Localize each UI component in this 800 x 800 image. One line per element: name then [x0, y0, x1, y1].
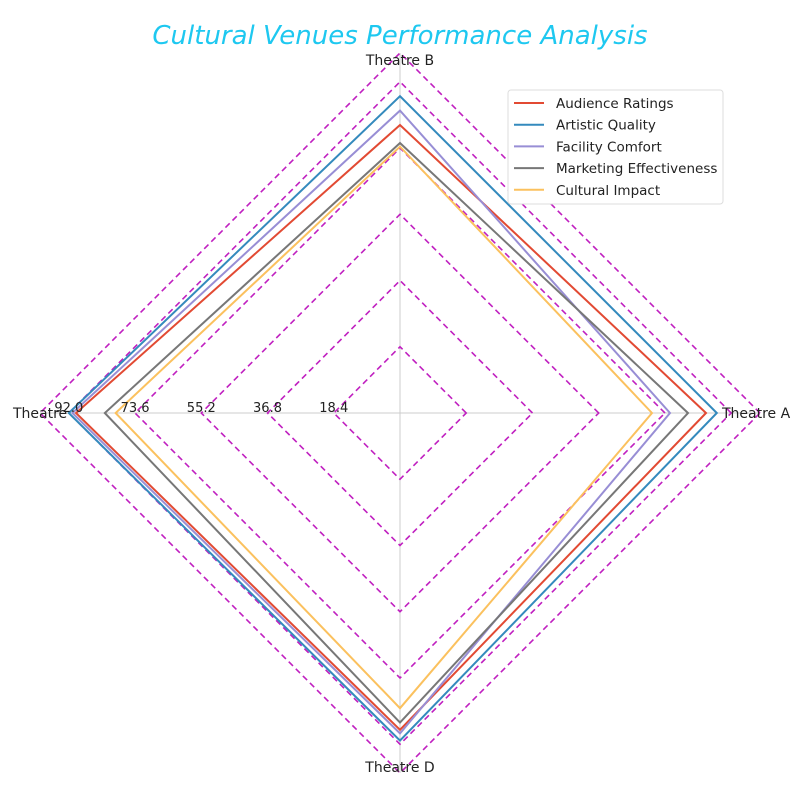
legend-frame	[507, 89, 724, 205]
legend-label-3: Facility Comfort	[556, 139, 662, 155]
chart-title: Cultural Venues Performance Analysis	[152, 21, 647, 51]
legend-label-1: Audience Ratings	[556, 96, 674, 112]
legend-label-2: Artistic Quality	[556, 118, 656, 134]
tick-label-4: 73.6	[121, 401, 150, 416]
series-line-5	[114, 145, 654, 710]
radar-spokes	[40, 53, 760, 773]
tick-label-5: 92.0	[54, 401, 83, 416]
axis-label-1: Theatre A	[721, 406, 791, 422]
category-axis-labels: Theatre A Theatre B Theatre Theatre D	[12, 53, 791, 776]
axis-label-4: Theatre D	[364, 760, 434, 776]
tick-label-2: 36.8	[253, 401, 282, 416]
grid-ring-2	[266, 279, 534, 547]
tick-label-1: 18.4	[319, 401, 348, 416]
series-line-1	[74, 123, 708, 732]
legend-label-5: Cultural Impact	[556, 183, 660, 199]
grid-ring-3	[200, 213, 600, 613]
series-line-2	[67, 94, 719, 743]
tick-label-3: 55.2	[187, 401, 216, 416]
legend-label-4: Marketing Effectiveness	[556, 161, 717, 177]
series-line-4	[103, 141, 690, 725]
radial-tick-labels: 18.4 36.8 55.2 73.6 92.0	[54, 401, 348, 416]
axis-label-3: Theatre	[12, 406, 67, 422]
series-lines	[67, 94, 719, 743]
grid-ring-1	[332, 345, 468, 481]
legend: Audience Ratings Artistic Quality Facility…	[507, 89, 724, 205]
axis-label-2: Theatre B	[365, 53, 434, 69]
